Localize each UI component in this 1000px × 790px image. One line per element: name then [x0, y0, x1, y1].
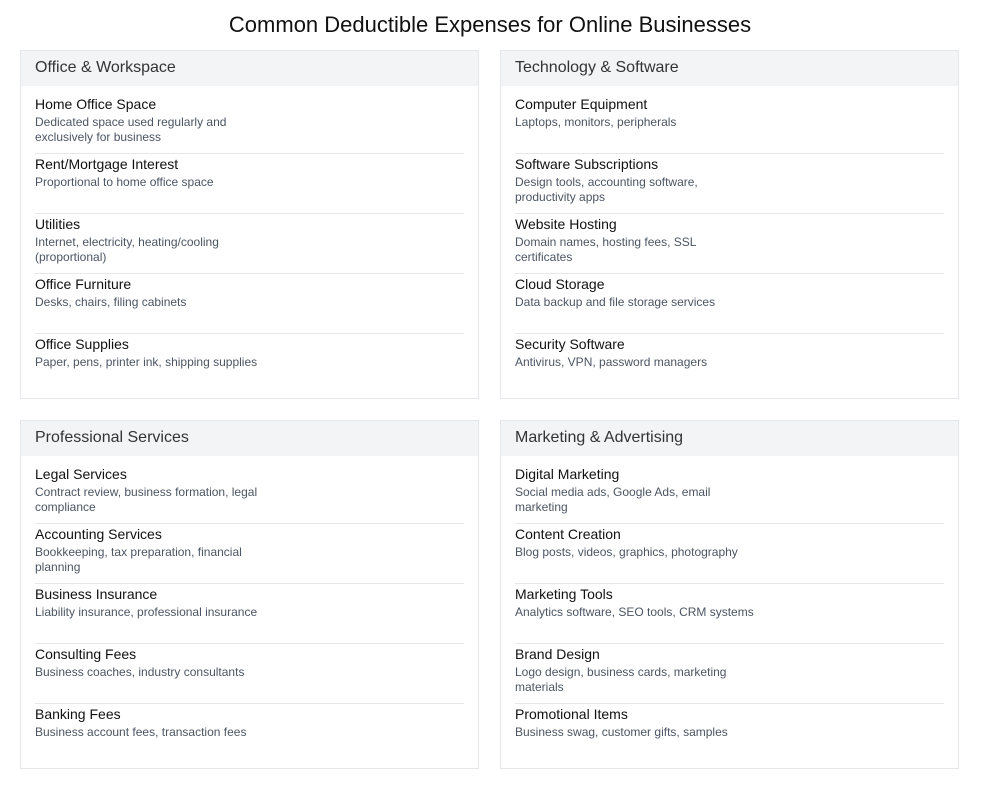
- expense-item: Office Supplies Paper, pens, printer ink…: [35, 334, 464, 393]
- category-header: Marketing & Advertising: [501, 421, 958, 456]
- expense-title: Business Insurance: [35, 586, 158, 602]
- expense-description: Paper, pens, printer ink, shipping suppl…: [35, 355, 258, 369]
- expense-item: Business Insurance Liability insurance, …: [35, 584, 464, 644]
- page-title: Common Deductible Expenses for Online Bu…: [228, 12, 752, 37]
- expense-item: Brand Design Logo design, business cards…: [515, 644, 944, 704]
- category-card: Technology & Software Computer Equipment…: [500, 50, 959, 399]
- expense-list: Digital Marketing Social media ads, Goog…: [501, 456, 958, 763]
- expense-description: Proportional to home office space: [35, 175, 214, 189]
- expense-title: Rent/Mortgage Interest: [35, 156, 179, 172]
- expense-description: Analytics software, SEO tools, CRM syste…: [515, 605, 754, 619]
- expense-description: Logo design, business cards, marketing m…: [515, 665, 727, 694]
- expense-item: Promotional Items Business swag, custome…: [515, 704, 944, 763]
- expense-title: Content Creation: [515, 526, 621, 542]
- expense-title: Computer Equipment: [515, 96, 648, 112]
- expense-title: Legal Services: [35, 466, 127, 482]
- expense-title: Security Software: [515, 336, 625, 352]
- expense-title: Website Hosting: [515, 216, 617, 232]
- expense-title: Brand Design: [515, 646, 600, 662]
- expense-description: Dedicated space used regularly and exclu…: [35, 115, 227, 144]
- expense-title: Promotional Items: [515, 706, 628, 722]
- category-header: Professional Services: [21, 421, 478, 456]
- expense-description: Business coaches, industry consultants: [35, 665, 245, 679]
- expense-title: Banking Fees: [35, 706, 121, 722]
- expense-description: Bookkeeping, tax preparation, financial …: [35, 545, 242, 574]
- expense-description: Business account fees, transaction fees: [35, 725, 247, 739]
- expense-description: Contract review, business formation, leg…: [35, 485, 258, 514]
- expense-item: Content Creation Blog posts, videos, gra…: [515, 524, 944, 584]
- category-header: Office & Workspace: [21, 51, 478, 86]
- expense-description: Desks, chairs, filing cabinets: [35, 295, 187, 309]
- expense-item: Cloud Storage Data backup and file stora…: [515, 274, 944, 334]
- category-card: Office & Workspace Home Office Space Ded…: [20, 50, 479, 399]
- expense-description: Liability insurance, professional insura…: [35, 605, 258, 619]
- expense-title: Utilities: [35, 216, 81, 232]
- expense-item: Accounting Services Bookkeeping, tax pre…: [35, 524, 464, 584]
- expense-item: Digital Marketing Social media ads, Goog…: [515, 464, 944, 524]
- expense-description: Blog posts, videos, graphics, photograph…: [515, 545, 738, 559]
- expense-title: Home Office Space: [35, 96, 157, 112]
- category-card: Marketing & Advertising Digital Marketin…: [500, 420, 959, 769]
- expense-item: Home Office Space Dedicated space used r…: [35, 94, 464, 154]
- expense-item: Security Software Antivirus, VPN, passwo…: [515, 334, 944, 393]
- expense-item: Software Subscriptions Design tools, acc…: [515, 154, 944, 214]
- expense-item: Office Furniture Desks, chairs, filing c…: [35, 274, 464, 334]
- expense-item: Utilities Internet, electricity, heating…: [35, 214, 464, 274]
- expense-title: Office Furniture: [35, 276, 132, 292]
- expense-title: Accounting Services: [35, 526, 162, 542]
- expense-title: Marketing Tools: [515, 586, 613, 602]
- expense-item: Marketing Tools Analytics software, SEO …: [515, 584, 944, 644]
- category-header: Technology & Software: [501, 51, 958, 86]
- expense-description: Social media ads, Google Ads, email mark…: [515, 485, 711, 514]
- expense-title: Cloud Storage: [515, 276, 605, 292]
- expense-item: Legal Services Contract review, business…: [35, 464, 464, 524]
- category-card: Professional Services Legal Services Con…: [20, 420, 479, 769]
- expense-item: Banking Fees Business account fees, tran…: [35, 704, 464, 763]
- expense-item: Rent/Mortgage Interest Proportional to h…: [35, 154, 464, 214]
- expense-title: Digital Marketing: [515, 466, 620, 482]
- expense-list: Home Office Space Dedicated space used r…: [21, 86, 478, 393]
- expense-description: Data backup and file storage services: [515, 295, 716, 309]
- expense-title: Consulting Fees: [35, 646, 137, 662]
- expense-list: Legal Services Contract review, business…: [21, 456, 478, 763]
- expense-description: Laptops, monitors, peripherals: [515, 115, 677, 129]
- expense-title: Software Subscriptions: [515, 156, 659, 172]
- expense-item: Website Hosting Domain names, hosting fe…: [515, 214, 944, 274]
- expense-description: Business swag, customer gifts, samples: [515, 725, 728, 739]
- expense-item: Computer Equipment Laptops, monitors, pe…: [515, 94, 944, 154]
- expense-description: Design tools, accounting software, produ…: [515, 175, 698, 204]
- expense-item: Consulting Fees Business coaches, indust…: [35, 644, 464, 704]
- expense-description: Antivirus, VPN, password managers: [515, 355, 708, 369]
- expense-title: Office Supplies: [35, 336, 129, 352]
- expense-description: Internet, electricity, heating/cooling (…: [35, 235, 219, 264]
- expense-list: Computer Equipment Laptops, monitors, pe…: [501, 86, 958, 393]
- expense-description: Domain names, hosting fees, SSL certific…: [515, 235, 696, 264]
